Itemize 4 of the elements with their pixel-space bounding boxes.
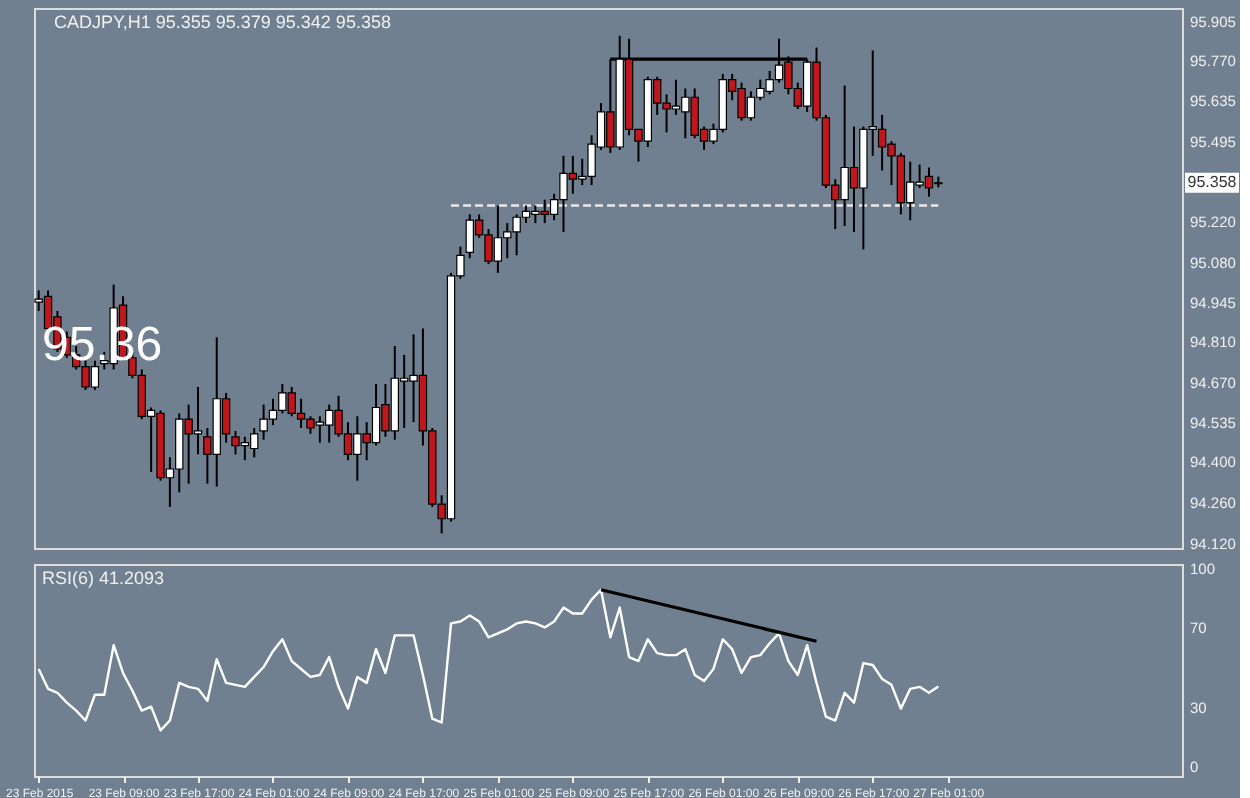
annotation: 95.358: [1187, 172, 1238, 191]
chart-title: CADJPY,H1 95.355 95.379 95.342 95.358: [54, 12, 391, 32]
chart-title: RSI(6) 41.2093: [42, 568, 165, 588]
line-series: [37, 588, 940, 732]
